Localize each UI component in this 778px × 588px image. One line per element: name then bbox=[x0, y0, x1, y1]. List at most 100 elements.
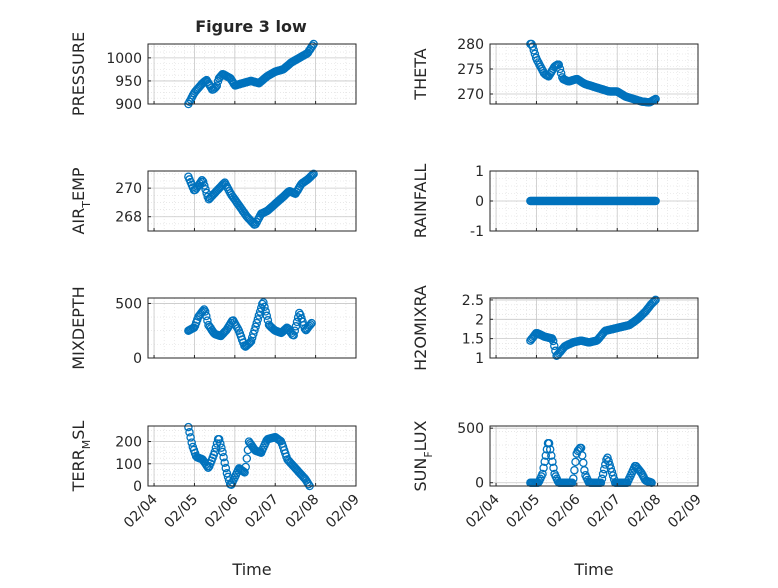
ylabel-text: H2OMIXRA bbox=[411, 285, 430, 371]
data-point bbox=[247, 333, 257, 342]
data-point bbox=[545, 445, 555, 454]
data-point bbox=[201, 185, 210, 194]
data-point bbox=[538, 469, 547, 479]
data-point bbox=[293, 313, 303, 322]
y-tick-label: 200 bbox=[115, 435, 142, 451]
data-point bbox=[554, 60, 564, 69]
data-point bbox=[289, 330, 298, 340]
axes-frame bbox=[489, 43, 699, 105]
y-tick-label: 2.5 bbox=[462, 293, 484, 309]
data-point bbox=[650, 296, 659, 306]
data-point bbox=[263, 316, 273, 325]
data-point bbox=[200, 307, 210, 316]
data-point bbox=[219, 452, 228, 462]
data-point bbox=[218, 180, 227, 190]
subplot-pressure: 900 950 1000 PRESSURE bbox=[69, 32, 357, 116]
y-tick-label: 100 bbox=[115, 457, 142, 473]
y-axis-label: SUNFLUX bbox=[411, 420, 435, 491]
x-axis-label: Time bbox=[231, 560, 271, 579]
data-point bbox=[307, 171, 316, 181]
data-point bbox=[541, 451, 551, 460]
data-point bbox=[597, 474, 607, 484]
subplot-theta: 270 275 280 THETA bbox=[411, 37, 699, 107]
data-point bbox=[549, 463, 558, 473]
y-tick-label: 950 bbox=[115, 74, 142, 90]
subplot-mixdepth: 0 500 MIXDEPTH bbox=[69, 286, 357, 370]
axes-background bbox=[148, 426, 356, 486]
data-point bbox=[220, 458, 229, 467]
data-point bbox=[548, 457, 557, 466]
y-tick-label: 0 bbox=[475, 476, 484, 492]
data-point bbox=[184, 422, 193, 432]
data-point bbox=[580, 466, 589, 475]
y-tick-label: -1 bbox=[470, 224, 484, 240]
data-point bbox=[217, 443, 226, 452]
axes-frame bbox=[489, 297, 699, 359]
y-axis-label: TERRMSL bbox=[69, 421, 93, 493]
data-point bbox=[242, 454, 252, 463]
data-point bbox=[187, 438, 196, 447]
ylabel-text: AIR bbox=[69, 208, 88, 235]
y-tick-label: 1 bbox=[475, 351, 484, 367]
data-point bbox=[200, 181, 209, 190]
subplot-h2omixra: 1 1.5 2 2.5 H2OMIXRA bbox=[411, 285, 699, 371]
data-point bbox=[211, 443, 221, 452]
ylabel-subscript: M bbox=[80, 440, 93, 450]
data-point bbox=[529, 46, 539, 55]
y-tick-label: 0 bbox=[133, 479, 142, 495]
data-point bbox=[651, 295, 660, 305]
y-tick-label: 500 bbox=[115, 296, 142, 312]
data-point bbox=[262, 311, 272, 321]
data-point bbox=[221, 463, 231, 473]
axes-frame bbox=[147, 425, 357, 487]
data-point bbox=[214, 434, 224, 444]
data-point bbox=[253, 315, 263, 324]
data-point bbox=[550, 341, 559, 351]
data-point bbox=[245, 338, 255, 347]
ylabel-text: PRESSURE bbox=[69, 32, 88, 116]
axes-background bbox=[490, 298, 698, 358]
y-tick-label: 500 bbox=[457, 421, 484, 437]
data-point bbox=[239, 467, 248, 476]
data-point bbox=[210, 84, 219, 93]
data-point bbox=[569, 474, 578, 483]
y-axis-label: PRESSURE bbox=[69, 32, 88, 116]
figure-title: Figure 3 low bbox=[195, 17, 307, 36]
y-tick-label: 1000 bbox=[106, 51, 142, 67]
data-point bbox=[254, 311, 264, 320]
data-point bbox=[571, 457, 580, 467]
axes-background bbox=[148, 44, 356, 104]
y-axis-label: MIXDEPTH bbox=[69, 286, 88, 369]
data-point bbox=[252, 318, 261, 328]
data-point bbox=[186, 433, 195, 442]
data-point bbox=[306, 320, 315, 329]
data-point bbox=[240, 468, 249, 477]
data-point bbox=[548, 336, 558, 346]
data-point bbox=[260, 302, 269, 312]
ylabel-text: EMP bbox=[69, 167, 88, 201]
y-tick-label: 268 bbox=[115, 210, 142, 226]
data-point bbox=[309, 169, 318, 179]
data-point bbox=[212, 81, 222, 90]
ylabel-text: TERR bbox=[69, 449, 88, 492]
axes-background bbox=[490, 44, 698, 104]
axes-background bbox=[490, 426, 698, 486]
y-tick-label: 270 bbox=[115, 181, 142, 197]
ylabel-text: LUX bbox=[411, 420, 430, 451]
data-point bbox=[203, 463, 213, 472]
axes-frame bbox=[147, 43, 357, 105]
y-axis-label: AIRTEMP bbox=[69, 167, 93, 234]
data-point bbox=[547, 451, 556, 460]
y-tick-label: 0 bbox=[133, 351, 142, 367]
x-axis-label: Time bbox=[573, 560, 613, 579]
data-point bbox=[200, 77, 209, 87]
data-point bbox=[246, 337, 256, 346]
data-point bbox=[218, 447, 227, 457]
y-axis-label: THETA bbox=[411, 48, 430, 100]
data-point bbox=[212, 439, 222, 448]
subplot-rainfall: -1 0 1 RAINFALL bbox=[411, 164, 699, 240]
data-point bbox=[259, 298, 268, 307]
data-point bbox=[291, 322, 301, 331]
data-point bbox=[197, 175, 207, 185]
